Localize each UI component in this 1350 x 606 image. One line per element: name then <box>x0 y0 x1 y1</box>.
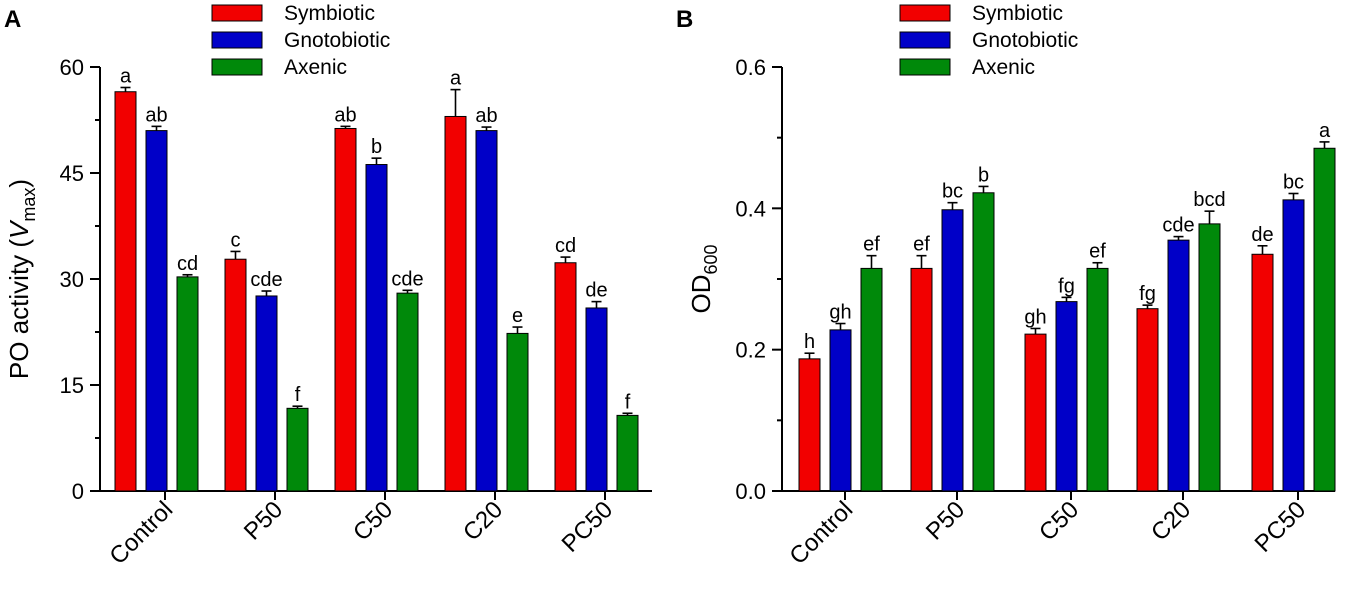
bar <box>941 209 964 492</box>
bar <box>255 295 278 492</box>
significance-label: cd <box>555 235 576 257</box>
legend-swatch <box>899 31 951 49</box>
bar <box>1086 267 1109 492</box>
bar <box>585 307 608 492</box>
bar <box>910 267 933 492</box>
x-tick-label: C50 <box>1034 496 1084 546</box>
x-tick-label: C20 <box>458 496 508 546</box>
bar <box>1024 333 1047 492</box>
significance-label: de <box>585 280 607 302</box>
bar <box>1055 301 1078 492</box>
x-tick-label: C50 <box>348 496 398 546</box>
x-tick-label: P50 <box>239 496 288 545</box>
y-tick-label: 0.2 <box>735 338 766 363</box>
panel-label: A <box>4 6 21 33</box>
y-tick-label: 0 <box>72 479 84 504</box>
significance-label: ab <box>334 104 356 126</box>
x-tick-label: Control <box>104 496 178 570</box>
significance-label: cde <box>250 269 282 291</box>
bar <box>972 192 995 492</box>
significance-label: fg <box>1139 283 1156 305</box>
significance-label: ab <box>145 104 167 126</box>
significance-label: bc <box>1283 171 1304 193</box>
bar <box>1313 147 1336 492</box>
significance-label: f <box>625 391 631 413</box>
significance-label: a <box>1319 120 1331 142</box>
significance-label: bcd <box>1193 189 1225 211</box>
significance-label: gh <box>829 302 851 324</box>
bar <box>176 276 199 492</box>
bar <box>1167 239 1190 492</box>
bar <box>554 262 577 492</box>
significance-label: e <box>512 305 523 327</box>
significance-label: f <box>295 384 301 406</box>
significance-label: cde <box>1162 215 1194 237</box>
y-tick-label: 45 <box>60 161 84 186</box>
bar <box>334 127 357 492</box>
panel-a: A Symbiotic Gnotobiotic Axenic 0 15 30 45 60 PO a… <box>4 2 652 570</box>
bar <box>798 358 821 492</box>
panel-label: B <box>676 6 693 33</box>
bar <box>224 258 247 492</box>
x-tick-label: P50 <box>921 496 970 545</box>
y-tick-label: 30 <box>60 267 84 292</box>
bar <box>1136 308 1159 492</box>
bar <box>114 91 137 492</box>
bar <box>475 130 498 492</box>
significance-label: h <box>804 331 815 353</box>
panel-b: B Symbiotic Gnotobiotic Axenic 0.0 0.2 0.4 0.6 O… <box>676 2 1336 570</box>
significance-label: a <box>120 65 132 87</box>
bar <box>1251 253 1274 492</box>
x-tick-label: PC50 <box>557 496 619 558</box>
legend-swatch <box>899 58 951 76</box>
significance-label: ef <box>913 234 930 256</box>
significance-label: bc <box>942 181 963 203</box>
significance-label: ab <box>475 105 497 127</box>
significance-label: gh <box>1024 306 1046 328</box>
bar <box>829 329 852 492</box>
significance-label: de <box>1251 224 1273 246</box>
x-tick-label: Control <box>784 496 858 570</box>
bar <box>396 292 419 492</box>
significance-label: cde <box>391 268 423 290</box>
legend-swatch <box>899 4 951 22</box>
bar <box>365 164 388 492</box>
legend-swatch <box>211 4 263 22</box>
significance-label: ef <box>1089 241 1106 263</box>
significance-label: c <box>231 229 241 251</box>
bar <box>616 414 639 492</box>
significance-label: b <box>371 136 382 158</box>
legend-label: Axenic <box>284 56 347 79</box>
bar <box>1282 199 1305 492</box>
y-tick-label: 15 <box>60 373 84 398</box>
significance-label: ef <box>863 234 880 256</box>
bar <box>444 115 467 492</box>
x-tick-label: PC50 <box>1250 496 1312 558</box>
significance-label: b <box>978 164 989 186</box>
legend-swatch <box>211 31 263 49</box>
legend-label: Gnotobiotic <box>284 29 390 52</box>
significance-label: fg <box>1058 275 1075 297</box>
legend-label: Symbiotic <box>284 2 375 25</box>
y-axis-label: OD600 <box>686 244 721 313</box>
legend-label: Symbiotic <box>972 2 1063 25</box>
y-tick-label: 0.4 <box>735 196 766 221</box>
bar <box>860 267 883 492</box>
significance-label: cd <box>177 253 198 275</box>
legend-label: Gnotobiotic <box>972 29 1078 52</box>
significance-label: a <box>450 68 462 90</box>
y-axis-label: PO activity (Vmax) <box>4 179 39 379</box>
x-tick-label: C20 <box>1146 496 1196 546</box>
y-tick-label: 60 <box>60 55 84 80</box>
y-tick-label: 0.6 <box>735 55 766 80</box>
bar <box>145 130 168 492</box>
legend-label: Axenic <box>972 56 1035 79</box>
bar <box>506 332 529 492</box>
legend-swatch <box>211 58 263 76</box>
y-tick-label: 0.0 <box>735 479 766 504</box>
bar <box>1198 223 1221 492</box>
bar <box>286 407 309 492</box>
